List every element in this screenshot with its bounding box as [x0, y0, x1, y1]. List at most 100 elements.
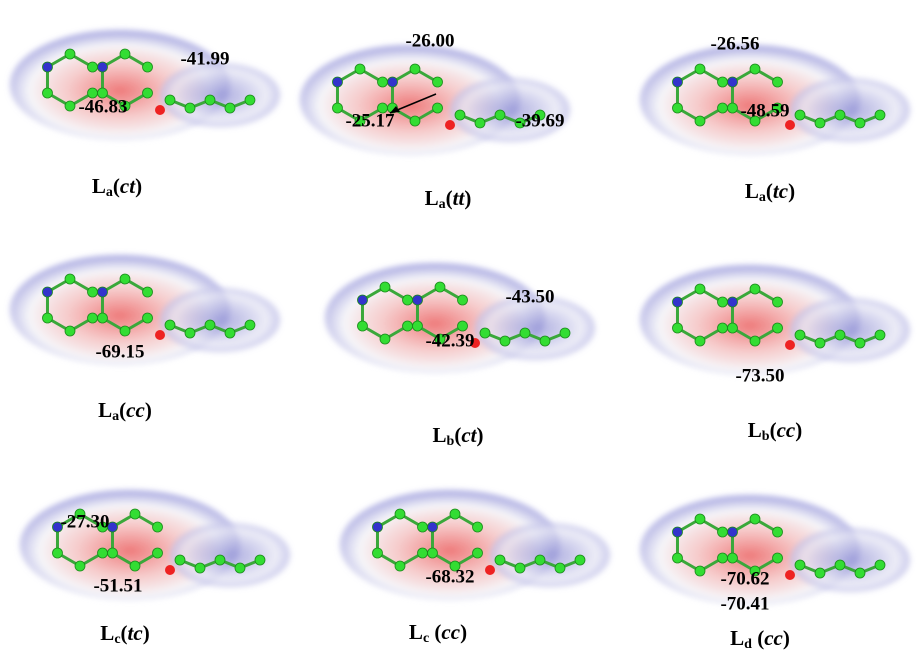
- oxygen-atom: [445, 120, 455, 130]
- label-part: ): [783, 626, 790, 650]
- atom: [519, 327, 531, 339]
- atom: [142, 61, 153, 73]
- atom: [417, 547, 428, 559]
- label-part: ): [460, 620, 467, 644]
- label-part: cc: [777, 418, 796, 442]
- potential-value: -26.56: [710, 33, 759, 54]
- label-part: ): [464, 186, 471, 210]
- atom: [119, 48, 131, 60]
- label-part: (: [454, 423, 461, 447]
- atom: [574, 554, 586, 566]
- label-part: a: [106, 185, 113, 200]
- label-part: (: [770, 418, 777, 442]
- molecule-panel: -26.00 -25.17 -39.69 La(tt): [300, 30, 570, 212]
- label-part: a: [112, 409, 119, 424]
- potential-value: -43.50: [505, 286, 554, 307]
- atom: [727, 296, 738, 308]
- atom: [454, 109, 466, 121]
- atom: [539, 335, 551, 347]
- atom: [772, 296, 783, 308]
- esp-surface-tail: [490, 523, 610, 587]
- atom: [717, 76, 728, 88]
- label-part: L: [425, 186, 439, 210]
- esp-surface-tail: [790, 298, 910, 362]
- label-part: (: [752, 626, 764, 650]
- atom: [772, 102, 783, 114]
- atom: [379, 333, 391, 345]
- atom: [129, 560, 141, 572]
- potential-value: -68.32: [425, 566, 474, 587]
- atom: [672, 322, 683, 334]
- atom: [87, 312, 98, 324]
- molecule-panel: -43.50 -42.39 Lb(ct): [325, 263, 595, 449]
- atom: [142, 312, 153, 324]
- oxygen-atom: [785, 340, 795, 350]
- potential-value: -70.62: [720, 568, 769, 589]
- label-part: L: [745, 179, 759, 203]
- atom: [427, 521, 438, 533]
- atom: [749, 115, 761, 127]
- atom: [727, 526, 738, 538]
- atom: [432, 102, 443, 114]
- oxygen-atom: [470, 338, 480, 348]
- atom: [64, 100, 76, 112]
- atom: [412, 320, 423, 332]
- label-part: d: [744, 637, 752, 652]
- label-part: (: [119, 398, 126, 422]
- label-part: ): [795, 418, 802, 442]
- atom: [164, 319, 176, 331]
- atom: [694, 335, 706, 347]
- molecule-panel: -68.32 Lc (cc): [340, 490, 610, 646]
- potential-value: -25.17: [345, 110, 395, 131]
- potential-value: -42.39: [425, 330, 474, 351]
- atom: [184, 102, 196, 114]
- label-part: L: [98, 398, 112, 422]
- atom: [694, 565, 706, 577]
- atom: [672, 76, 683, 88]
- atom: [814, 567, 826, 579]
- label-part: L: [433, 423, 447, 447]
- atom: [854, 337, 866, 349]
- atom: [499, 335, 511, 347]
- atom: [727, 102, 738, 114]
- label-part: (: [446, 186, 453, 210]
- atom: [332, 102, 343, 114]
- atom: [42, 87, 53, 99]
- atom: [474, 117, 486, 129]
- potential-value: -69.15: [95, 341, 144, 362]
- label-part: tc: [773, 179, 789, 203]
- atom: [97, 547, 108, 559]
- label-part: ): [145, 398, 152, 422]
- atom: [42, 286, 53, 298]
- esp-surface-tail: [160, 63, 280, 127]
- oxygen-atom: [485, 565, 495, 575]
- label-part: tt: [453, 186, 466, 210]
- atom: [514, 562, 526, 574]
- panel-label: Lb(cc): [748, 418, 802, 444]
- atom: [164, 94, 176, 106]
- atom: [119, 325, 131, 337]
- atom: [64, 48, 76, 60]
- atom: [672, 552, 683, 564]
- atom: [472, 547, 483, 559]
- atom: [97, 61, 108, 73]
- atom: [449, 508, 461, 520]
- atom: [244, 319, 256, 331]
- potential-value: -51.51: [93, 575, 142, 596]
- atom: [97, 312, 108, 324]
- atom: [402, 294, 413, 306]
- panel-label: La(tc): [745, 179, 795, 205]
- atom: [814, 337, 826, 349]
- atom: [672, 526, 683, 538]
- atom: [432, 76, 443, 88]
- molecule-panel: -73.50 Lb(cc): [640, 265, 910, 444]
- atom: [874, 329, 886, 341]
- atom: [142, 286, 153, 298]
- atom: [717, 322, 728, 334]
- atom: [354, 63, 366, 75]
- atom: [119, 100, 131, 112]
- atom: [834, 559, 846, 571]
- atom: [417, 521, 428, 533]
- atom: [834, 329, 846, 341]
